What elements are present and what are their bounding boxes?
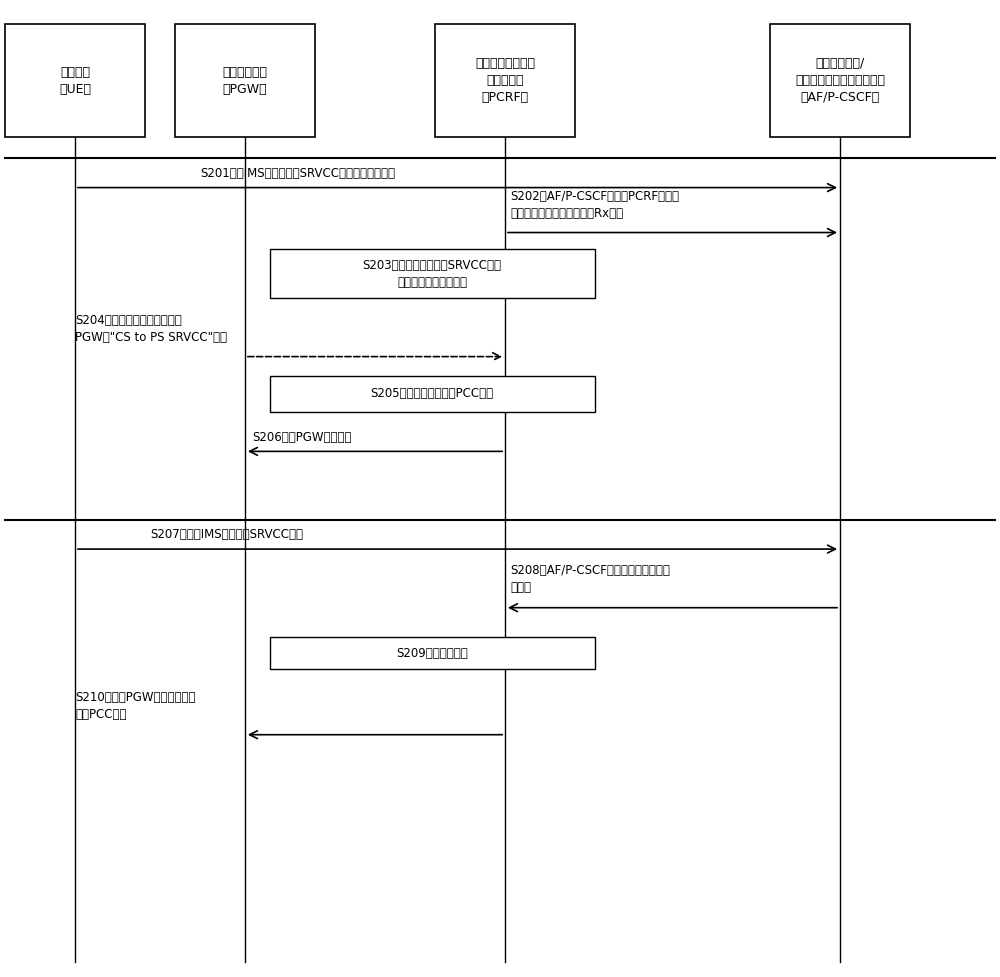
Text: S208，AF/P-CSCF发起业务建立或者修
改流程: S208，AF/P-CSCF发起业务建立或者修 改流程	[510, 564, 670, 594]
Text: S210，指示PGW移除缺省承载
上的PCC规则: S210，指示PGW移除缺省承载 上的PCC规则	[75, 691, 196, 721]
Text: 用户设备
（UE）: 用户设备 （UE）	[59, 65, 91, 96]
Text: S203，存储用户设备为SRVCC切换
预留的端口号这一信息: S203，存储用户设备为SRVCC切换 预留的端口号这一信息	[362, 259, 502, 288]
Text: S207，指示IMS网络完成SRVCC切换: S207，指示IMS网络完成SRVCC切换	[150, 529, 303, 541]
Text: S209，匹配端口号: S209，匹配端口号	[396, 647, 468, 660]
Text: 分组数据网关
（PGW）: 分组数据网关 （PGW）	[222, 65, 268, 96]
Bar	[435, 24, 575, 137]
Bar	[270, 249, 595, 298]
Text: S206，向PGW返回响应: S206，向PGW返回响应	[252, 431, 352, 444]
Bar	[5, 24, 145, 137]
Text: S205，为缺省承载制定PCC规则: S205，为缺省承载制定PCC规则	[370, 387, 494, 401]
Text: S201，向IMS网络提供为SRVCC切换预留的端口号: S201，向IMS网络提供为SRVCC切换预留的端口号	[200, 167, 395, 180]
Bar	[175, 24, 315, 137]
Text: 应用功能实体/
代理语音会话控制功能实体
（AF/P-CSCF）: 应用功能实体/ 代理语音会话控制功能实体 （AF/P-CSCF）	[795, 57, 885, 105]
Bar	[270, 376, 595, 412]
Text: S202，AF/P-CSCF通过与PCRF交互，
为用户设备的注册信令建立Rx会话: S202，AF/P-CSCF通过与PCRF交互， 为用户设备的注册信令建立Rx会…	[510, 190, 679, 220]
Bar	[270, 637, 595, 669]
Text: 策略控制和计费规
则功能实体
（PCRF）: 策略控制和计费规 则功能实体 （PCRF）	[475, 57, 535, 105]
Text: S204，接收来自分组数据网关
PGW的"CS to PS SRVCC"指示: S204，接收来自分组数据网关 PGW的"CS to PS SRVCC"指示	[75, 314, 227, 344]
Bar	[770, 24, 910, 137]
